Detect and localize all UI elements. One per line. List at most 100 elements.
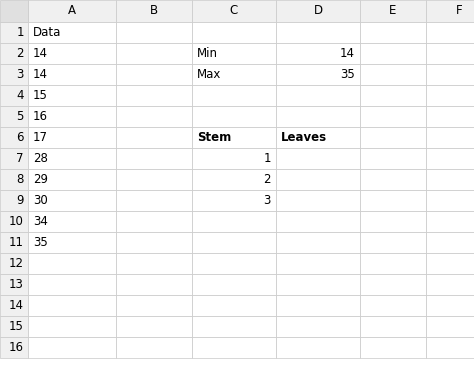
Bar (360, 0, 426, 22)
Bar (276, 337, 360, 358)
Bar (0, 295, 28, 316)
Bar (426, 253, 474, 274)
Bar (426, 43, 474, 64)
Bar (276, 169, 360, 190)
Bar (426, 232, 474, 253)
Bar (0, 148, 28, 169)
Bar (192, 106, 276, 127)
Bar (426, 106, 474, 127)
Text: 8: 8 (17, 173, 24, 186)
Bar (116, 169, 192, 190)
Bar (360, 43, 426, 64)
Bar (276, 85, 360, 106)
Text: 29: 29 (33, 173, 48, 186)
Bar (192, 316, 276, 337)
Bar (426, 85, 474, 106)
Bar (276, 316, 360, 337)
Text: 6: 6 (17, 131, 24, 144)
Bar (426, 22, 474, 43)
Bar (0, 190, 28, 211)
Bar (360, 232, 426, 253)
Text: 16: 16 (33, 110, 48, 123)
Bar (116, 337, 192, 358)
Bar (426, 169, 474, 190)
Text: 1: 1 (264, 152, 271, 165)
Bar (360, 169, 426, 190)
Bar (426, 295, 474, 316)
Text: 5: 5 (17, 110, 24, 123)
Bar (276, 22, 360, 43)
Text: 34: 34 (33, 215, 48, 228)
Bar (116, 295, 192, 316)
Bar (116, 64, 192, 85)
Text: 11: 11 (9, 236, 24, 249)
Bar (28, 85, 116, 106)
Bar (360, 211, 426, 232)
Bar (276, 274, 360, 295)
Bar (28, 295, 116, 316)
Bar (192, 148, 276, 169)
Text: C: C (230, 4, 238, 18)
Bar (28, 43, 116, 64)
Bar (360, 274, 426, 295)
Bar (360, 316, 426, 337)
Bar (276, 148, 360, 169)
Text: F: F (456, 4, 462, 18)
Bar (426, 0, 474, 22)
Bar (276, 43, 360, 64)
Bar (192, 295, 276, 316)
Bar (0, 211, 28, 232)
Bar (192, 232, 276, 253)
Bar (116, 190, 192, 211)
Bar (116, 22, 192, 43)
Bar (116, 148, 192, 169)
Bar (426, 274, 474, 295)
Bar (0, 43, 28, 64)
Bar (426, 190, 474, 211)
Bar (360, 295, 426, 316)
Text: 7: 7 (17, 152, 24, 165)
Text: Max: Max (197, 68, 221, 81)
Text: 13: 13 (9, 278, 24, 291)
Bar (192, 127, 276, 148)
Bar (0, 337, 28, 358)
Bar (116, 253, 192, 274)
Bar (192, 211, 276, 232)
Text: 2: 2 (264, 173, 271, 186)
Text: Stem: Stem (197, 131, 231, 144)
Bar (28, 211, 116, 232)
Bar (426, 148, 474, 169)
Text: 30: 30 (33, 194, 48, 207)
Text: E: E (389, 4, 397, 18)
Bar (0, 22, 28, 43)
Text: Leaves: Leaves (281, 131, 327, 144)
Bar (28, 127, 116, 148)
Text: Data: Data (33, 26, 61, 39)
Bar (116, 316, 192, 337)
Bar (28, 190, 116, 211)
Bar (116, 85, 192, 106)
Text: 10: 10 (9, 215, 24, 228)
Bar (276, 232, 360, 253)
Bar (276, 64, 360, 85)
Bar (192, 22, 276, 43)
Bar (28, 0, 116, 22)
Bar (426, 211, 474, 232)
Bar (360, 22, 426, 43)
Bar (0, 316, 28, 337)
Bar (192, 274, 276, 295)
Bar (116, 43, 192, 64)
Text: 9: 9 (17, 194, 24, 207)
Bar (192, 0, 276, 22)
Bar (276, 253, 360, 274)
Bar (276, 295, 360, 316)
Bar (28, 337, 116, 358)
Bar (116, 274, 192, 295)
Bar (28, 274, 116, 295)
Bar (360, 127, 426, 148)
Bar (28, 316, 116, 337)
Bar (276, 211, 360, 232)
Bar (116, 127, 192, 148)
Text: B: B (150, 4, 158, 18)
Bar (192, 64, 276, 85)
